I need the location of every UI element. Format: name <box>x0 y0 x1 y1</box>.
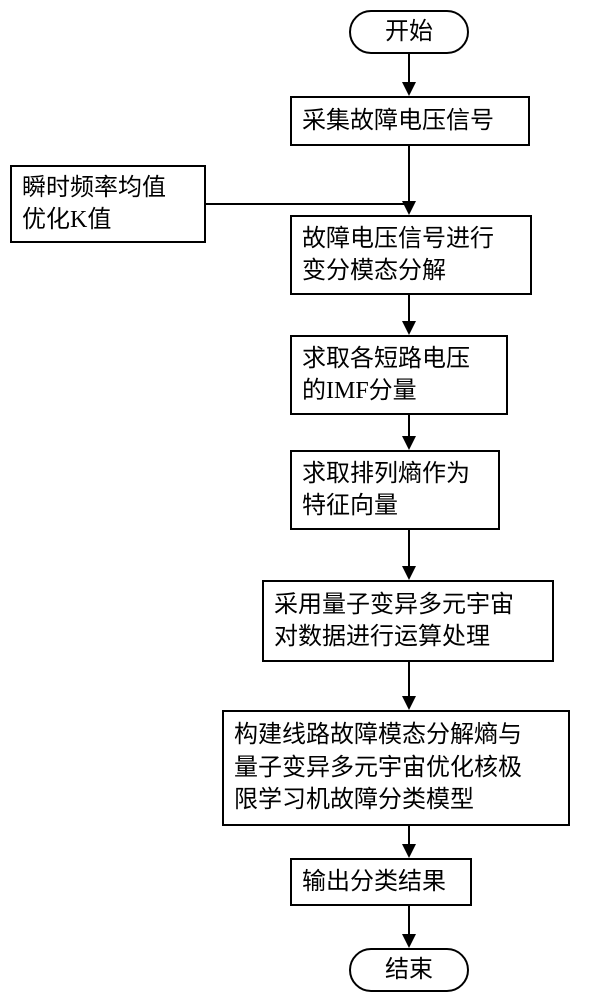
end-terminal: 结束 <box>349 948 469 992</box>
edge-n5-n6 <box>408 662 410 698</box>
node-imf: 求取各短路电压 的IMF分量 <box>290 335 508 415</box>
edge-n4-n5-head <box>402 566 416 580</box>
edge-n1-n2 <box>408 146 410 203</box>
edge-n6-n7 <box>408 826 410 846</box>
edge-n5-n6-head <box>402 696 416 710</box>
edge-side-n2 <box>206 203 409 205</box>
edge-start-n1-head <box>402 82 416 96</box>
edge-n3-n4-head <box>402 436 416 450</box>
node-optimize-k-label: 瞬时频率均值 优化K值 <box>22 172 166 237</box>
end-label: 结束 <box>385 954 433 986</box>
edge-n3-n4 <box>408 415 410 438</box>
node-entropy-label: 求取排列熵作为 特征向量 <box>302 458 470 523</box>
node-imf-label: 求取各短路电压 的IMF分量 <box>302 343 470 408</box>
edge-n7-end <box>408 906 410 936</box>
start-terminal: 开始 <box>349 10 469 54</box>
node-output-label: 输出分类结果 <box>302 866 446 898</box>
edge-n2-n3 <box>408 295 410 323</box>
node-entropy: 求取排列熵作为 特征向量 <box>290 450 500 530</box>
node-model-label: 构建线路故障模态分解熵与 量子变异多元宇宙优化核极 限学习机故障分类模型 <box>234 719 522 816</box>
node-collect-signal: 采集故障电压信号 <box>290 96 530 146</box>
edge-start-n1 <box>408 54 410 84</box>
node-quantum: 采用量子变异多元宇宙 对数据进行运算处理 <box>262 580 554 662</box>
edge-n4-n5 <box>408 530 410 568</box>
node-collect-signal-label: 采集故障电压信号 <box>302 105 494 137</box>
start-label: 开始 <box>385 16 433 48</box>
node-output: 输出分类结果 <box>290 858 472 906</box>
edge-n6-n7-head <box>402 844 416 858</box>
node-model: 构建线路故障模态分解熵与 量子变异多元宇宙优化核极 限学习机故障分类模型 <box>222 710 570 826</box>
node-quantum-label: 采用量子变异多元宇宙 对数据进行运算处理 <box>274 589 514 654</box>
node-vmd: 故障电压信号进行 变分模态分解 <box>290 215 532 295</box>
edge-n2-n3-head <box>402 321 416 335</box>
edge-n7-end-head <box>402 934 416 948</box>
node-optimize-k: 瞬时频率均值 优化K值 <box>10 165 206 243</box>
node-vmd-label: 故障电压信号进行 变分模态分解 <box>302 223 494 288</box>
